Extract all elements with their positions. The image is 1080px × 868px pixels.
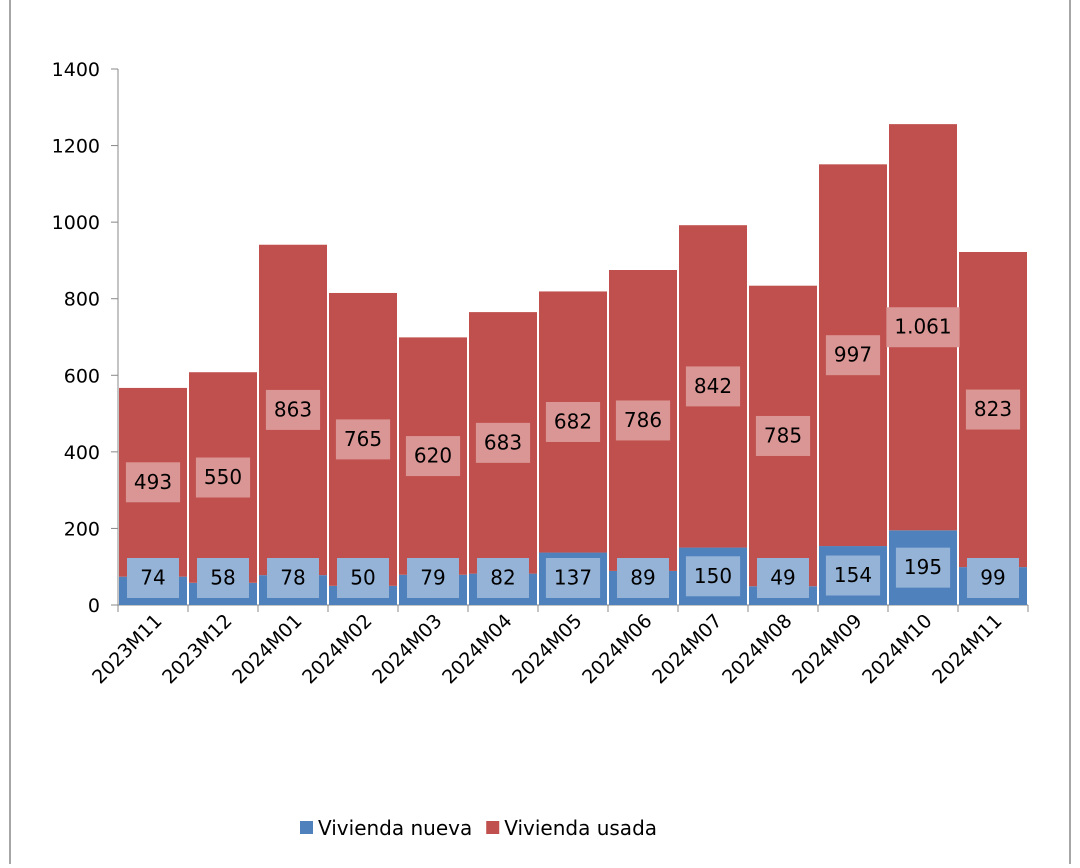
data-label: 786 [624, 408, 662, 432]
data-label: 493 [134, 470, 172, 494]
data-label-box [337, 558, 389, 598]
data-label-box [407, 558, 459, 598]
y-tick-label: 0 [88, 595, 100, 617]
data-label: 99 [980, 566, 1005, 590]
data-label-box [197, 558, 249, 598]
data-label: 49 [770, 566, 795, 590]
data-label: 863 [274, 397, 312, 421]
data-label: 137 [554, 566, 592, 590]
data-label: 765 [344, 427, 382, 451]
data-label: 1.061 [894, 315, 951, 339]
data-label: 50 [350, 566, 375, 590]
y-tick-label: 1000 [52, 212, 100, 234]
data-label: 550 [204, 465, 242, 489]
data-label-box [895, 547, 951, 588]
data-label-box [685, 366, 741, 407]
data-label-box [335, 419, 391, 460]
data-label: 82 [490, 566, 515, 590]
y-tick-label: 200 [64, 518, 100, 540]
data-label: 997 [834, 343, 872, 367]
y-tick-label: 1200 [52, 136, 100, 158]
data-label-box [477, 558, 529, 598]
data-label: 683 [484, 430, 522, 454]
data-label-box [475, 422, 531, 463]
data-label: 620 [414, 444, 452, 468]
data-label-box [755, 415, 811, 456]
data-label: 842 [694, 374, 732, 398]
data-label-box [967, 558, 1019, 598]
y-tick-label: 600 [64, 365, 100, 387]
data-label-box [125, 462, 181, 503]
data-label-box [965, 389, 1021, 430]
legend-swatch [486, 821, 500, 834]
data-label-box [615, 400, 671, 441]
data-label: 154 [834, 563, 872, 587]
data-label-box [195, 457, 251, 498]
y-tick-label: 400 [64, 442, 100, 464]
data-label: 823 [974, 397, 1012, 421]
data-label-box [545, 558, 601, 598]
data-label: 195 [904, 555, 942, 579]
legend-label: Vivienda nueva [318, 816, 472, 840]
data-label-box [886, 307, 960, 348]
data-label-box [405, 436, 461, 477]
data-label-box [267, 558, 319, 598]
legend-label: Vivienda usada [504, 816, 657, 840]
data-label-box [685, 556, 741, 597]
data-label-box [757, 558, 809, 598]
legend-swatch [300, 821, 313, 834]
data-label: 79 [420, 566, 445, 590]
data-label-box [825, 555, 881, 596]
data-label-box [265, 389, 321, 430]
y-tick-label: 1400 [52, 59, 100, 81]
data-label: 78 [280, 566, 305, 590]
data-label-box [127, 558, 179, 598]
data-label: 785 [764, 423, 802, 447]
data-label: 89 [630, 566, 655, 590]
data-label: 58 [210, 566, 235, 590]
data-label: 150 [694, 564, 732, 588]
data-label-box [545, 401, 601, 442]
data-label-box [617, 558, 669, 598]
data-label: 682 [554, 409, 592, 433]
y-tick-label: 800 [64, 289, 100, 311]
data-label-box [825, 335, 881, 376]
data-label: 74 [140, 566, 165, 590]
